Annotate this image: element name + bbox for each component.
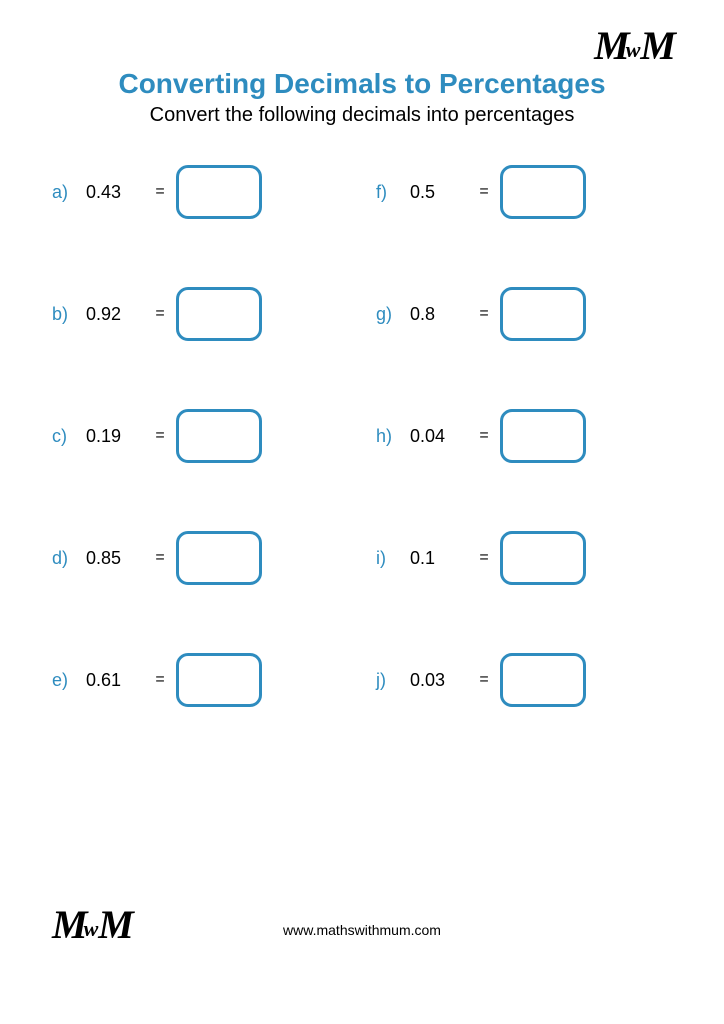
problem-g: g) 0.8 = bbox=[376, 287, 672, 341]
problem-label: f) bbox=[376, 182, 410, 203]
problem-label: c) bbox=[52, 426, 86, 447]
problem-label: h) bbox=[376, 426, 410, 447]
problem-label: i) bbox=[376, 548, 410, 569]
answer-box[interactable] bbox=[500, 653, 586, 707]
equals-sign: = bbox=[144, 549, 176, 567]
equals-sign: = bbox=[144, 671, 176, 689]
problem-b: b) 0.92 = bbox=[52, 287, 348, 341]
problem-e: e) 0.61 = bbox=[52, 653, 348, 707]
answer-box[interactable] bbox=[500, 409, 586, 463]
answer-box[interactable] bbox=[176, 287, 262, 341]
problem-grid: a) 0.43 = f) 0.5 = b) 0.92 = g) 0.8 = c)… bbox=[48, 165, 676, 707]
equals-sign: = bbox=[144, 427, 176, 445]
logo-top: MwM bbox=[594, 22, 672, 69]
problem-value: 0.03 bbox=[410, 670, 468, 691]
problem-f: f) 0.5 = bbox=[376, 165, 672, 219]
problem-c: c) 0.19 = bbox=[52, 409, 348, 463]
answer-box[interactable] bbox=[176, 531, 262, 585]
problem-j: j) 0.03 = bbox=[376, 653, 672, 707]
problem-label: d) bbox=[52, 548, 86, 569]
equals-sign: = bbox=[144, 183, 176, 201]
problem-value: 0.5 bbox=[410, 182, 468, 203]
problem-i: i) 0.1 = bbox=[376, 531, 672, 585]
problem-d: d) 0.85 = bbox=[52, 531, 348, 585]
equals-sign: = bbox=[144, 305, 176, 323]
equals-sign: = bbox=[468, 183, 500, 201]
answer-box[interactable] bbox=[176, 653, 262, 707]
problem-a: a) 0.43 = bbox=[52, 165, 348, 219]
problem-value: 0.61 bbox=[86, 670, 144, 691]
problem-label: j) bbox=[376, 670, 410, 691]
problem-value: 0.8 bbox=[410, 304, 468, 325]
answer-box[interactable] bbox=[176, 409, 262, 463]
equals-sign: = bbox=[468, 671, 500, 689]
equals-sign: = bbox=[468, 549, 500, 567]
answer-box[interactable] bbox=[500, 287, 586, 341]
problem-value: 0.19 bbox=[86, 426, 144, 447]
answer-box[interactable] bbox=[500, 531, 586, 585]
problem-label: g) bbox=[376, 304, 410, 325]
problem-value: 0.43 bbox=[86, 182, 144, 203]
problem-h: h) 0.04 = bbox=[376, 409, 672, 463]
problem-value: 0.1 bbox=[410, 548, 468, 569]
problem-value: 0.85 bbox=[86, 548, 144, 569]
page-subtitle: Convert the following decimals into perc… bbox=[48, 104, 676, 127]
problem-label: e) bbox=[52, 670, 86, 691]
problem-label: b) bbox=[52, 304, 86, 325]
equals-sign: = bbox=[468, 427, 500, 445]
page-title: Converting Decimals to Percentages bbox=[48, 68, 676, 100]
problem-value: 0.04 bbox=[410, 426, 468, 447]
problem-label: a) bbox=[52, 182, 86, 203]
answer-box[interactable] bbox=[500, 165, 586, 219]
problem-value: 0.92 bbox=[86, 304, 144, 325]
answer-box[interactable] bbox=[176, 165, 262, 219]
equals-sign: = bbox=[468, 305, 500, 323]
footer-url: www.mathswithmum.com bbox=[0, 922, 724, 938]
